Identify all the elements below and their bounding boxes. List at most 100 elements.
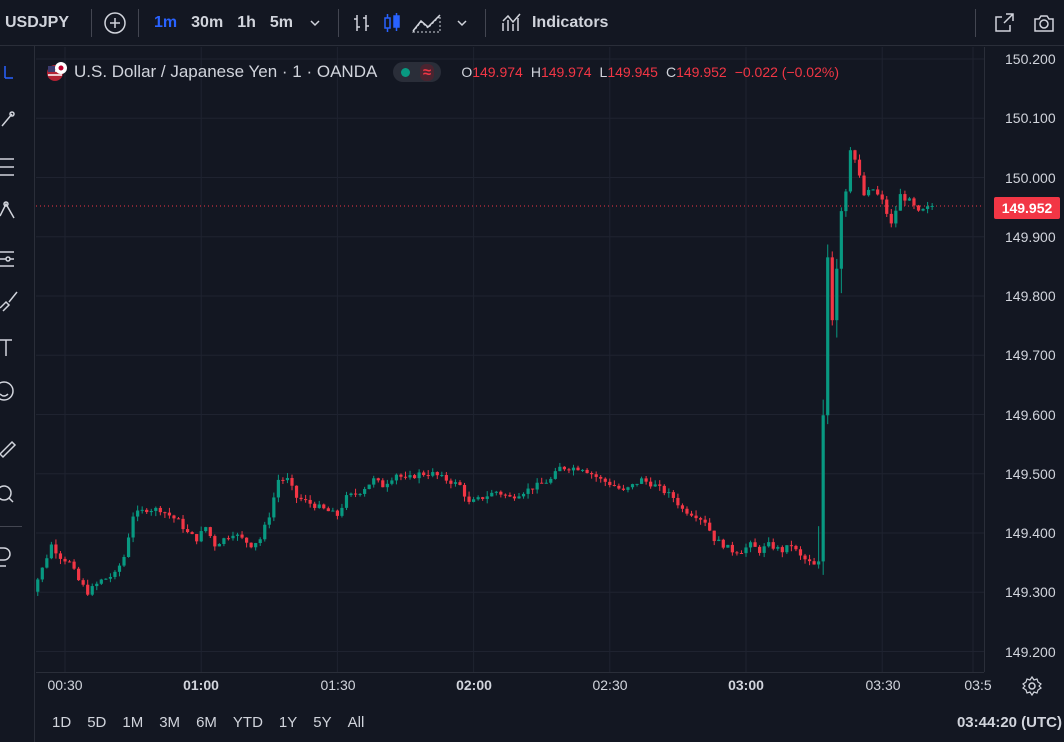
- legend-symbol-title[interactable]: U.S. Dollar / Japanese Yen · 1 · OANDA: [74, 62, 378, 81]
- price-tick-label: 149.300: [1005, 584, 1056, 601]
- candle-up: [762, 546, 766, 553]
- candle-up: [535, 482, 539, 490]
- range-1y[interactable]: 1Y: [278, 713, 298, 731]
- candle-down: [703, 519, 707, 523]
- chart-settings-button[interactable]: [1020, 674, 1044, 703]
- price-chart[interactable]: [36, 47, 984, 672]
- candle-down: [72, 561, 76, 569]
- toolbar-divider: [975, 8, 976, 37]
- candle-up: [626, 487, 630, 490]
- timeframe-dropdown[interactable]: [300, 0, 330, 46]
- candle-up: [826, 257, 830, 416]
- candle-down: [195, 534, 199, 542]
- candle-down: [712, 530, 716, 542]
- candle-style-button[interactable]: [377, 0, 407, 46]
- candle-up: [667, 492, 671, 494]
- range-6m[interactable]: 6M: [196, 713, 217, 731]
- emoji-tool[interactable]: [0, 376, 30, 406]
- brush-tool[interactable]: [0, 286, 30, 316]
- candle-up: [344, 495, 349, 508]
- magnet-icon: [0, 547, 11, 567]
- candle-down: [758, 546, 762, 553]
- screenshot-button[interactable]: [1024, 0, 1064, 46]
- candle-down: [671, 492, 675, 498]
- candle-down: [807, 559, 812, 562]
- candle-down: [67, 561, 72, 563]
- range-all[interactable]: All: [347, 713, 365, 731]
- candle-up: [639, 478, 644, 484]
- candle-down: [857, 159, 862, 176]
- candle-down: [208, 527, 212, 537]
- compare-add-button[interactable]: [100, 0, 130, 46]
- candle-up: [767, 542, 771, 547]
- candle-up: [367, 484, 371, 490]
- range-5d[interactable]: 5D: [87, 713, 107, 731]
- market-status-badge[interactable]: ≈: [393, 62, 442, 82]
- area-style-button[interactable]: [407, 0, 447, 46]
- candle-down: [803, 555, 807, 560]
- magnet-tool[interactable]: [0, 542, 30, 572]
- candle-up: [204, 527, 208, 532]
- candle-down: [449, 480, 453, 484]
- candle-down: [708, 522, 712, 531]
- symbol-search-button[interactable]: USDJPY: [5, 13, 70, 31]
- candle-up: [580, 469, 585, 471]
- timeframe-1m[interactable]: 1m: [154, 13, 178, 31]
- indicators-button[interactable]: Indicators: [494, 0, 614, 46]
- candle-down: [481, 497, 485, 499]
- candle-down: [649, 481, 653, 487]
- candle-down: [885, 199, 889, 214]
- candle-up: [653, 484, 657, 487]
- fib-tool[interactable]: [0, 152, 30, 182]
- candle-up: [930, 205, 934, 207]
- candle-down: [299, 497, 303, 500]
- range-1m[interactable]: 1M: [122, 713, 144, 731]
- timeframe-5m[interactable]: 5m: [269, 13, 293, 31]
- candle-up: [776, 547, 780, 549]
- candle-down: [789, 545, 793, 547]
- price-axis[interactable]: 150.200 150.100 150.000 149.900 149.800 149.7…: [984, 47, 1064, 672]
- range-1d[interactable]: 1D: [52, 713, 72, 731]
- prediction-tool[interactable]: [0, 244, 30, 274]
- crosshair-tool[interactable]: [0, 60, 30, 90]
- timeframe-1h[interactable]: 1h: [237, 13, 256, 31]
- time-tick-label: 03:5: [964, 677, 992, 693]
- candle-up: [817, 561, 821, 565]
- ruler-tool[interactable]: [0, 432, 30, 462]
- chart-type-dropdown[interactable]: [447, 0, 477, 46]
- candle-up: [839, 211, 843, 269]
- candle-down: [903, 194, 907, 201]
- candle-up: [440, 475, 444, 477]
- candle-up: [485, 496, 489, 499]
- candle-up: [907, 198, 912, 201]
- utc-clock[interactable]: 03:44:20 (UTC): [956, 713, 1062, 731]
- candle-up: [558, 466, 562, 472]
- candle-down: [830, 257, 834, 321]
- chart-grid: [36, 47, 984, 672]
- range-5y[interactable]: 5Y: [313, 713, 332, 731]
- camera-icon: [1034, 14, 1054, 32]
- candle-down: [794, 545, 798, 550]
- trendline-tool[interactable]: [0, 104, 30, 134]
- candle-up: [276, 479, 280, 498]
- zoom-tool[interactable]: [0, 480, 30, 510]
- pattern-tool[interactable]: [0, 196, 30, 226]
- range-3m[interactable]: 3M: [159, 713, 181, 731]
- fullscreen-button[interactable]: [984, 0, 1024, 46]
- fib-retracement-icon: [0, 158, 14, 176]
- candle-up: [394, 474, 399, 481]
- candle-up: [331, 510, 335, 512]
- toolbar-divider: [138, 8, 140, 37]
- toolbar-divider: [484, 8, 486, 37]
- range-ytd[interactable]: YTD: [232, 713, 263, 731]
- candle-down: [81, 580, 85, 585]
- toolbar-divider: [91, 8, 93, 37]
- text-tool[interactable]: [0, 332, 30, 362]
- timeframe-30m[interactable]: 30m: [191, 13, 224, 31]
- candle-up: [848, 150, 853, 192]
- candle-up: [717, 539, 721, 542]
- time-axis[interactable]: 00:30 01:00 01:30 02:00 02:30 03:00 03:30 03:5: [36, 672, 992, 703]
- bar-style-button[interactable]: [347, 0, 377, 46]
- candle-down: [540, 482, 544, 484]
- candle-down: [403, 476, 408, 478]
